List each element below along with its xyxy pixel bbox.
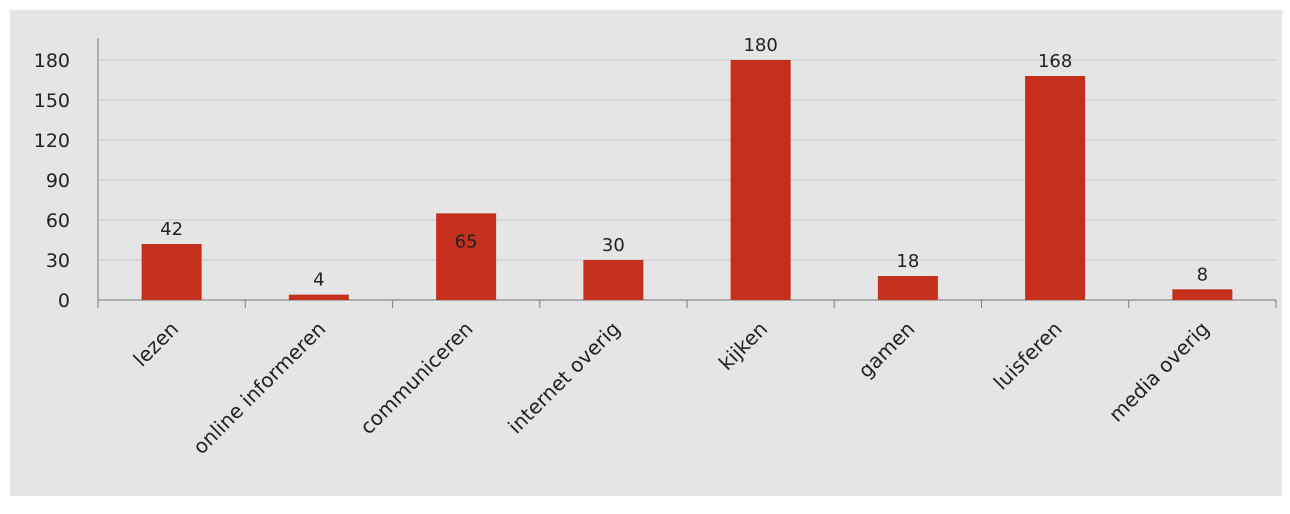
bar [288,294,349,300]
data-label: 18 [896,251,919,272]
data-label: 180 [743,35,777,56]
y-tick-label: 150 [34,90,70,112]
data-label: 8 [1197,264,1208,285]
y-tick-label: 120 [34,130,70,152]
bar [436,213,497,300]
data-label: 42 [160,219,183,240]
data-label: 4 [313,270,324,291]
y-tick-label: 90 [46,170,70,192]
bar [877,276,938,300]
data-label: 65 [455,231,478,252]
y-tick-label: 30 [46,250,70,272]
bar [1025,76,1086,300]
y-tick-label: 0 [58,290,70,312]
data-label: 168 [1038,51,1072,72]
bar [583,260,644,300]
y-tick-label: 60 [46,210,70,232]
bar [1172,289,1233,300]
bar [141,244,202,300]
data-label: 30 [602,235,625,256]
gridlines [98,59,1276,261]
y-tick-label: 180 [34,50,70,72]
bars [141,60,1233,300]
bar [730,60,791,300]
